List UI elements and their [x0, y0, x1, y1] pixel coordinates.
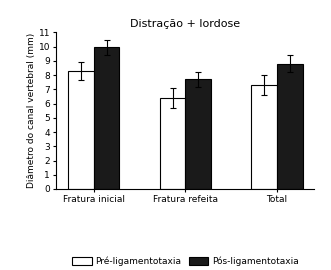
Bar	[160, 98, 185, 189]
Title: Distração + lordose: Distração + lordose	[130, 19, 240, 29]
Bar	[251, 85, 277, 189]
Legend: Pré-ligamentotaxia, Pós-ligamentotaxia: Pré-ligamentotaxia, Pós-ligamentotaxia	[68, 253, 303, 270]
Bar	[68, 71, 94, 189]
Bar	[94, 47, 119, 189]
Y-axis label: Diâmetro do canal vertebral (mm): Diâmetro do canal vertebral (mm)	[27, 33, 36, 188]
Bar	[277, 64, 303, 189]
Bar	[185, 79, 211, 189]
